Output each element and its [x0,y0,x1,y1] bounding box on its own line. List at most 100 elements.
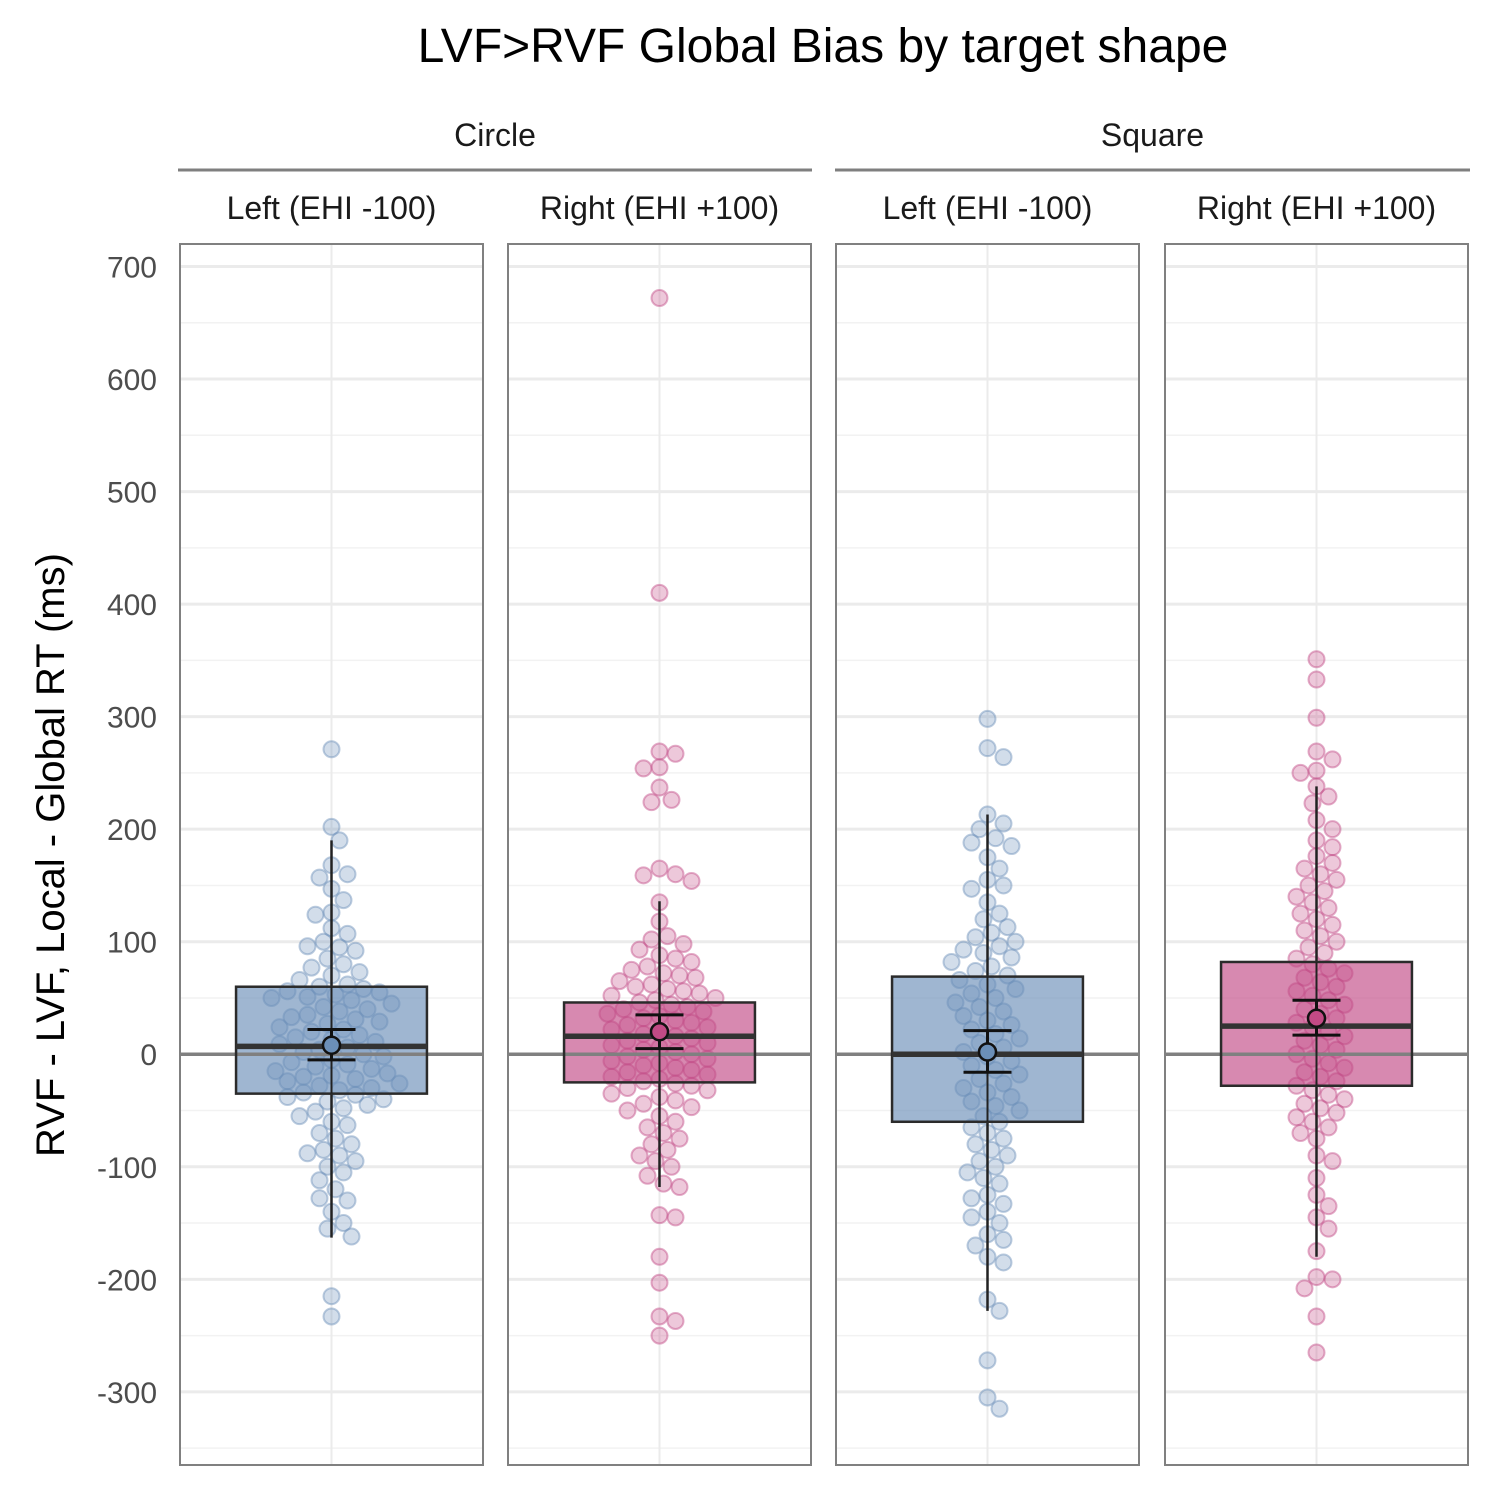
data-point [962,1092,981,1111]
data-point [346,941,365,960]
data-point [334,955,353,974]
data-point [1307,1268,1326,1287]
mean-point [1306,1008,1327,1028]
data-point [962,833,981,852]
data-point [990,1214,1009,1233]
data-point [1335,1090,1354,1109]
data-point [666,744,685,763]
data-point [338,924,357,943]
data-point [650,778,669,797]
data-point [670,1129,689,1148]
data-point [278,1072,297,1091]
facet-group-label: Circle [454,117,536,153]
data-point [358,1000,377,1019]
data-point [338,1116,357,1135]
data-point [1319,898,1338,917]
data-point [338,865,357,884]
data-point [602,1084,621,1103]
data-point [994,876,1013,895]
data-point [302,958,321,977]
data-point [290,1107,309,1126]
data-point [954,940,973,959]
y-tick-label: 100 [107,927,157,960]
data-point [630,940,649,959]
data-point [666,1208,685,1227]
data-point [342,991,361,1010]
data-point [322,1307,341,1326]
data-point [962,879,981,898]
data-point [666,865,685,884]
data-point [1327,1103,1346,1122]
data-point [650,1326,669,1345]
facet-panels: Circle Left (EHI -100) Right (EHI +100) Squ… [178,117,1470,1466]
data-point [1335,964,1354,983]
panel-border [179,243,484,1466]
data-point [1319,787,1338,806]
data-point [1291,1124,1310,1143]
data-point [674,934,693,953]
data-point [294,1067,313,1086]
data-point [298,937,317,956]
data-point [990,1399,1009,1418]
data-point [638,1118,657,1137]
data-point [1307,708,1326,727]
data-point [310,1124,329,1143]
data-point [986,829,1005,848]
y-tick-label: 0 [140,1039,157,1072]
data-point [682,952,701,971]
data-point [638,1166,657,1185]
data-point [650,742,669,761]
panel-border [835,243,1140,1466]
data-point [334,1214,353,1233]
chart-title: LVF>RVF Global Bias by target shape [418,20,1229,73]
data-point [350,1026,369,1045]
data-point [698,1018,717,1037]
data-point [1307,1343,1326,1362]
data-point [650,1273,669,1292]
data-point [310,1189,329,1208]
data-point [1327,932,1346,951]
data-point [1295,1279,1314,1298]
data-point [1323,915,1342,934]
data-point [994,1194,1013,1213]
data-point [654,1174,673,1193]
data-point [330,831,349,850]
data-point [1287,1108,1306,1127]
data-point [374,1047,393,1066]
data-point [322,740,341,759]
data-point [994,1253,1013,1272]
data-point [1002,837,1021,856]
data-point [346,1152,365,1171]
data-point [1295,1031,1314,1050]
data-point [306,1102,325,1121]
facet-panel-label: Left (EHI -100) [227,190,437,226]
data-point [350,963,369,982]
data-point [374,1090,393,1109]
facet-panel: Right (EHI +100) [1164,190,1469,1466]
data-point [698,1081,717,1100]
data-point [962,1189,981,1208]
data-point [682,1098,701,1117]
y-axis-label: RVF - LVF, Local - Global RT (ms) [29,553,73,1157]
mean-point [977,1042,998,1062]
data-point [310,868,329,887]
data-point [994,1074,1013,1093]
data-point [978,1388,997,1407]
data-point [642,975,661,994]
panel-border [1164,243,1469,1466]
data-point [978,1351,997,1370]
data-point [946,993,965,1012]
data-point [622,960,641,979]
y-tick-label: 700 [107,252,157,285]
y-tick-label: 400 [107,589,157,622]
data-point [634,1009,653,1028]
data-point [634,1056,653,1075]
data-point [342,1135,361,1154]
data-point [318,949,337,968]
data-point [994,1129,1013,1148]
data-point [638,957,657,976]
data-point [994,814,1013,833]
data-point [1303,794,1322,813]
data-point [602,1036,621,1055]
